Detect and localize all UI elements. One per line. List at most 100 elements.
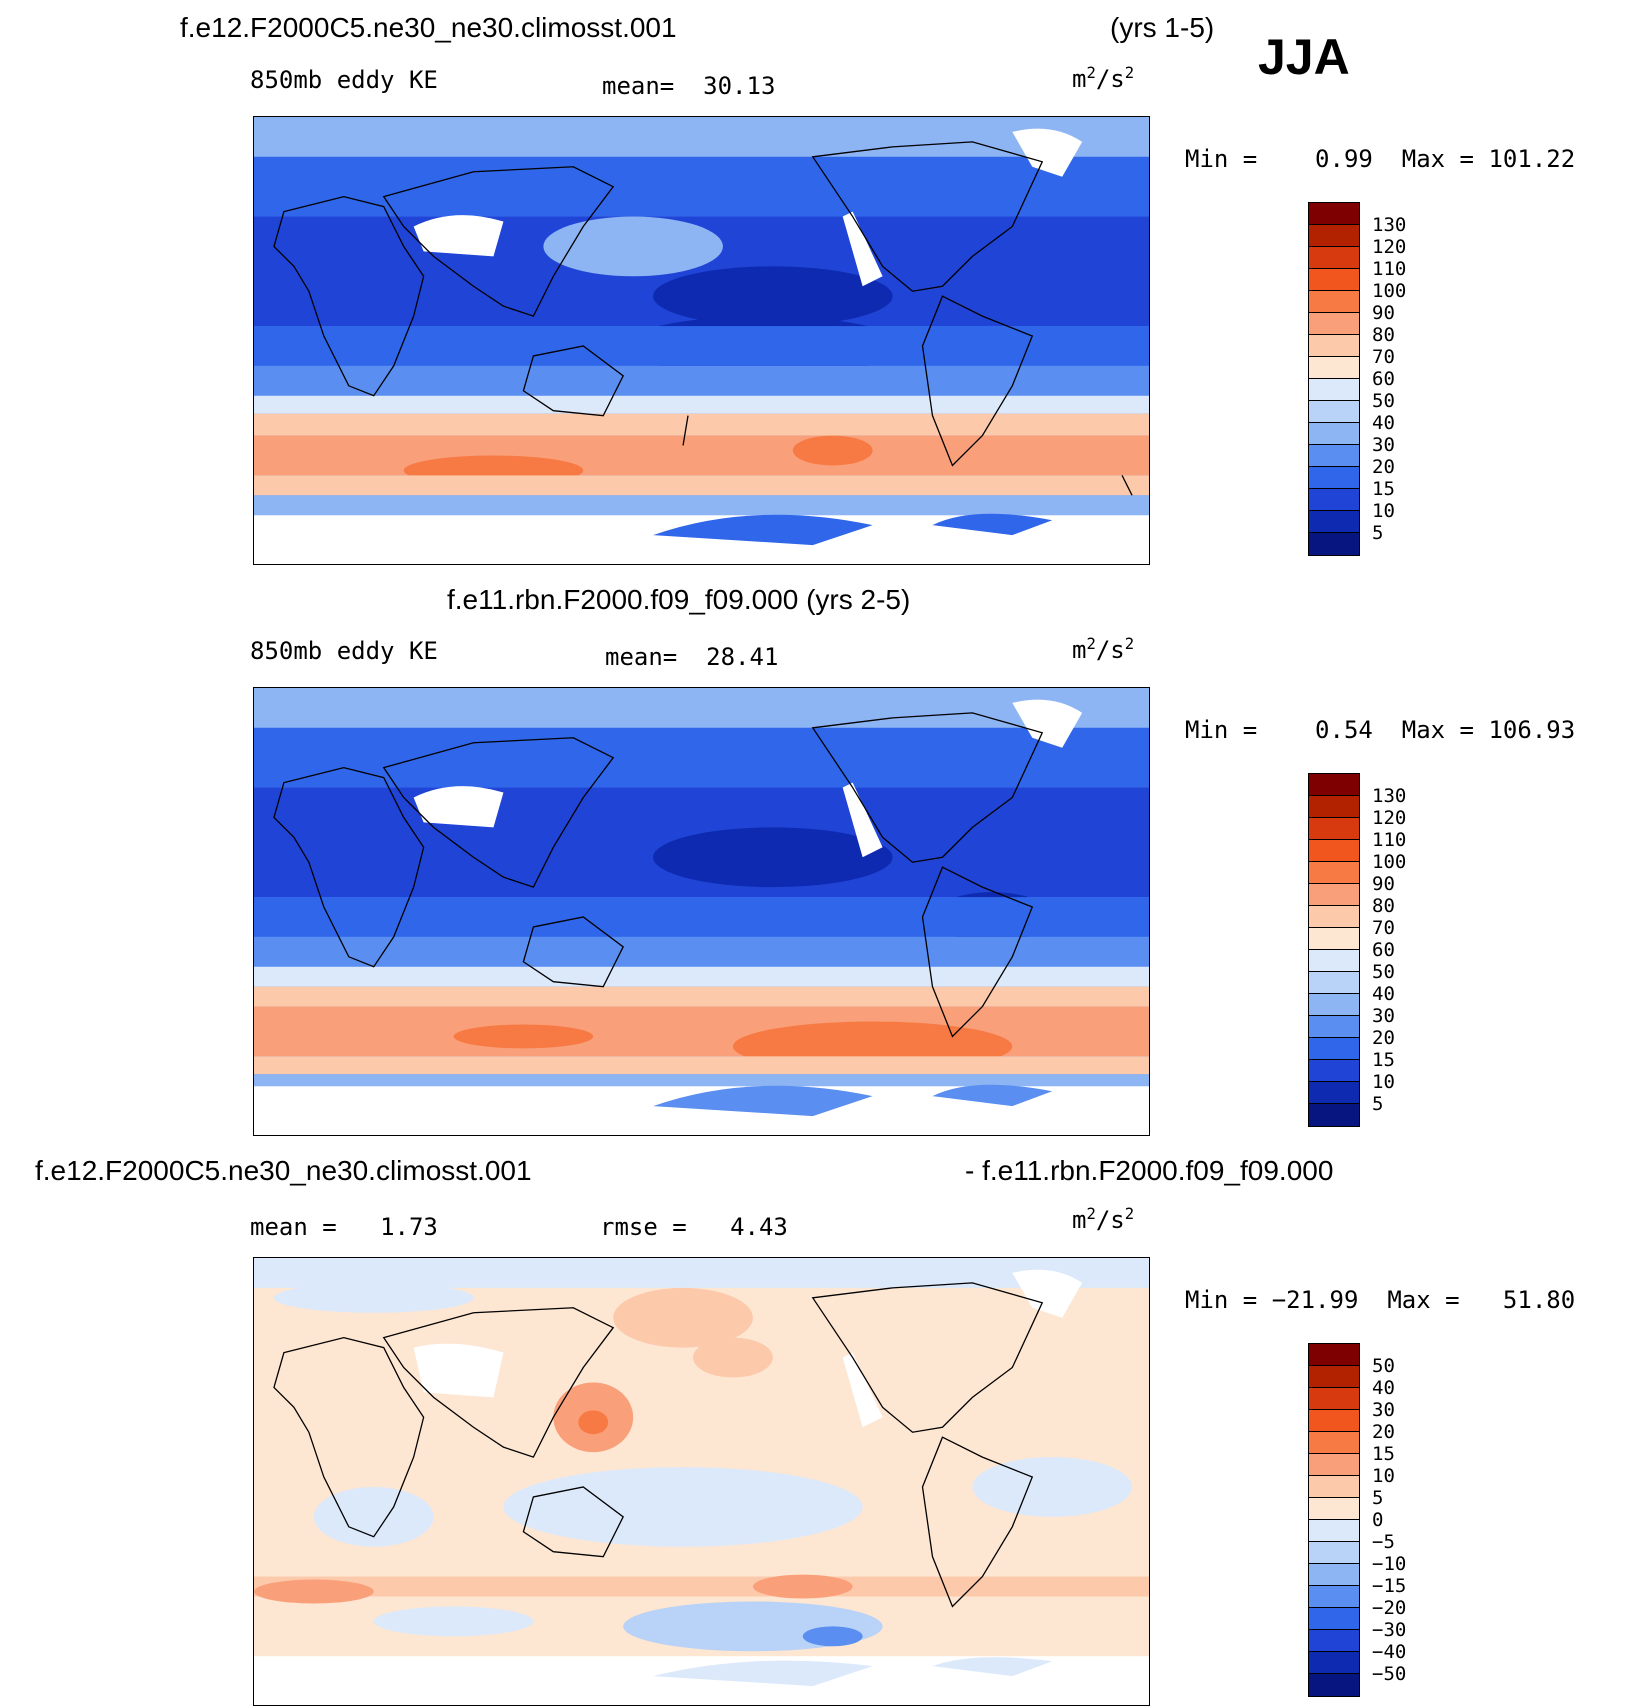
colorbar-swatch <box>1309 1630 1359 1652</box>
panel3-map-svg <box>254 1258 1149 1705</box>
units-exp: 2 <box>1086 64 1096 82</box>
colorbar-level-label: −20 <box>1372 1597 1407 1619</box>
units-sep: /s <box>1095 1206 1125 1234</box>
colorbar-level-label: 60 <box>1372 939 1395 961</box>
colorbar-swatch <box>1309 1060 1359 1082</box>
colorbar-level-label: 70 <box>1372 917 1395 939</box>
colorbar-level-label: 30 <box>1372 434 1395 456</box>
panel1-max-label: Max = <box>1401 145 1474 173</box>
units-sep: /s <box>1095 65 1125 93</box>
colorbar-level-label: 15 <box>1372 1443 1395 1465</box>
units-exp: 2 <box>1086 635 1096 653</box>
colorbar-swatch <box>1309 467 1359 489</box>
colorbar-swatch <box>1309 379 1359 401</box>
panel1-mean-value: 30.13 <box>703 72 776 100</box>
panel3-colorbar <box>1308 1343 1360 1697</box>
panel1-map-svg <box>254 117 1149 564</box>
colorbar-swatch <box>1309 269 1359 291</box>
colorbar-level-label: 80 <box>1372 895 1395 917</box>
colorbar-level-label: 10 <box>1372 1465 1395 1487</box>
units-exp: 2 <box>1086 1205 1096 1223</box>
colorbar-level-label: 90 <box>1372 873 1395 895</box>
colorbar-level-label: 40 <box>1372 1377 1395 1399</box>
colorbar-level-label: 40 <box>1372 412 1395 434</box>
panel3-map <box>253 1257 1150 1706</box>
colorbar-level-label: −40 <box>1372 1641 1407 1663</box>
colorbar-swatch <box>1309 818 1359 840</box>
colorbar-swatch <box>1309 423 1359 445</box>
colorbar-level-label: 130 <box>1372 214 1407 236</box>
panel1-variable: 850mb eddy KE <box>250 66 438 94</box>
colorbar-level-label: 110 <box>1372 258 1407 280</box>
colorbar-swatch <box>1309 906 1359 928</box>
panel3-mean: mean = 1.73 <box>250 1213 438 1241</box>
colorbar-level-label: 5 <box>1372 522 1384 544</box>
colorbar-swatch <box>1309 291 1359 313</box>
colorbar-level-label: 30 <box>1372 1005 1395 1027</box>
panel3-minmax: Min = −21.99 Max = 51.80 <box>1185 1286 1575 1314</box>
units-exp2: 2 <box>1124 64 1135 82</box>
colorbar-level-label: 20 <box>1372 1027 1395 1049</box>
colorbar-swatch <box>1309 225 1359 247</box>
colorbar-swatch <box>1309 774 1359 796</box>
units-sep: /s <box>1095 636 1125 664</box>
panel2-mean: mean= 28.41 <box>605 643 778 671</box>
colorbar-swatch <box>1309 401 1359 423</box>
panel2-title: f.e11.rbn.F2000.f09_f09.000 (yrs 2-5) <box>447 584 911 615</box>
colorbar-level-label: 90 <box>1372 302 1395 324</box>
colorbar-swatch <box>1309 1104 1359 1126</box>
colorbar-swatch <box>1309 1586 1359 1608</box>
panel3-min-value: −21.99 <box>1271 1286 1359 1314</box>
panel3-max-value: 51.80 <box>1502 1286 1576 1314</box>
colorbar-swatch <box>1309 994 1359 1016</box>
colorbar-swatch <box>1309 445 1359 467</box>
colorbar-level-label: 100 <box>1372 851 1407 873</box>
colorbar-level-label: 15 <box>1372 1049 1395 1071</box>
colorbar-swatch <box>1309 1564 1359 1586</box>
colorbar-level-label: 40 <box>1372 983 1395 1005</box>
colorbar-swatch <box>1309 972 1359 994</box>
colorbar-level-label: 20 <box>1372 456 1395 478</box>
colorbar-level-label: −5 <box>1372 1531 1395 1553</box>
colorbar-swatch <box>1309 1410 1359 1432</box>
colorbar-level-label: 70 <box>1372 346 1395 368</box>
colorbar-swatch <box>1309 1674 1359 1696</box>
colorbar-swatch <box>1309 1608 1359 1630</box>
panel2-map <box>253 687 1150 1136</box>
panel2-min-label: Min = <box>1185 716 1258 744</box>
panel2-map-svg <box>254 688 1149 1135</box>
units-base: m <box>1072 1206 1087 1234</box>
colorbar-level-label: 50 <box>1372 390 1395 412</box>
panel2-variable: 850mb eddy KE <box>250 637 438 665</box>
units-exp2: 2 <box>1124 635 1135 653</box>
colorbar-level-label: 30 <box>1372 1399 1395 1421</box>
panel3-max-label: Max = <box>1387 1286 1460 1314</box>
colorbar-level-label: 50 <box>1372 961 1395 983</box>
panel2-colorbar <box>1308 773 1360 1127</box>
colorbar-level-label: 50 <box>1372 1355 1395 1377</box>
colorbar-level-label: 5 <box>1372 1093 1384 1115</box>
panel3-rmse-value: 4.43 <box>730 1213 788 1241</box>
colorbar-swatch <box>1309 1498 1359 1520</box>
panel2-mean-label: mean= <box>605 643 678 671</box>
colorbar-swatch <box>1309 1344 1359 1366</box>
panel2-max-value: 106.93 <box>1488 716 1576 744</box>
units-exp2: 2 <box>1124 1205 1135 1223</box>
colorbar-swatch <box>1309 1476 1359 1498</box>
colorbar-swatch <box>1309 840 1359 862</box>
colorbar-swatch <box>1309 247 1359 269</box>
panel3-rmse: rmse = 4.43 <box>600 1213 788 1241</box>
colorbar-level-label: 15 <box>1372 478 1395 500</box>
colorbar-swatch <box>1309 1652 1359 1674</box>
panel1-minmax: Min = 0.99 Max = 101.22 <box>1185 145 1575 173</box>
colorbar-swatch <box>1309 1454 1359 1476</box>
panel3-rmse-label: rmse = <box>600 1213 687 1241</box>
colorbar-swatch <box>1309 1520 1359 1542</box>
units-base: m <box>1072 636 1087 664</box>
panel3-title-left: f.e12.F2000C5.ne30_ne30.climosst.001 <box>35 1155 532 1186</box>
panel1-mean-label: mean= <box>602 72 675 100</box>
colorbar-swatch <box>1309 357 1359 379</box>
panel2-max-label: Max = <box>1401 716 1474 744</box>
panel3-units: m2/s2 <box>1072 1205 1134 1234</box>
colorbar-level-label: 120 <box>1372 236 1407 258</box>
